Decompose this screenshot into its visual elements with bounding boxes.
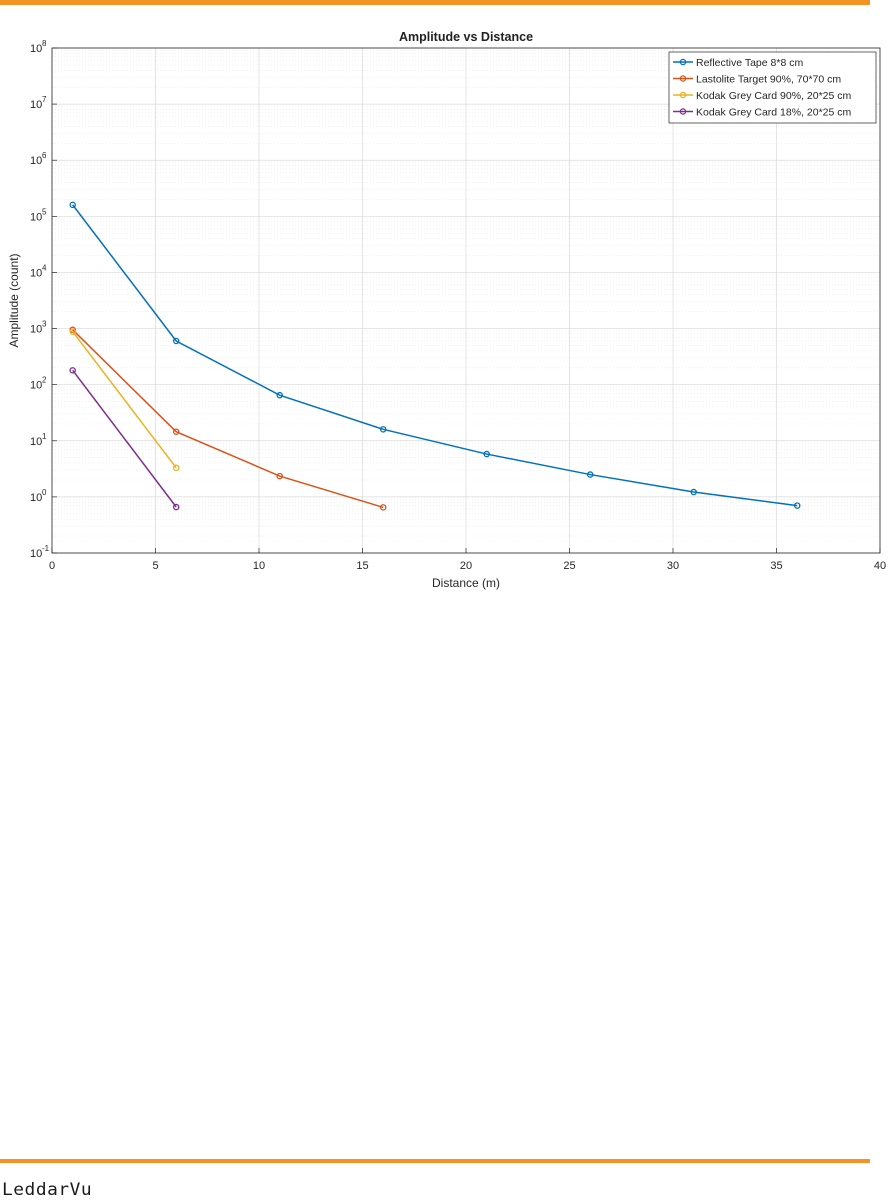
y-tick-label: 10 <box>30 267 42 279</box>
y-tick-label: 10 <box>30 43 42 55</box>
x-tick-label: 5 <box>152 560 158 572</box>
data-point <box>69 367 76 374</box>
y-tick-label: 10 <box>30 436 42 448</box>
footer-accent-bar <box>0 1159 870 1163</box>
x-tick-label: 15 <box>356 560 368 572</box>
series-4 <box>69 367 180 511</box>
legend-label: Kodak Grey Card 18%, 20*25 cm <box>696 107 851 119</box>
data-point <box>172 503 180 511</box>
y-tick-exponent: 7 <box>42 95 47 104</box>
y-tick-exponent: 1 <box>42 432 47 441</box>
y-tick-label: 10 <box>30 492 42 504</box>
y-tick-exponent: 8 <box>42 39 47 48</box>
data-point <box>172 464 180 472</box>
y-tick-label: 10 <box>30 380 42 392</box>
y-tick-exponent: 5 <box>42 207 47 216</box>
x-tick-label: 25 <box>563 560 575 572</box>
x-tick-label: 10 <box>253 560 265 572</box>
legend-item: Kodak Grey Card 18%, 20*25 cm <box>673 107 851 119</box>
y-tick-exponent: 2 <box>42 376 47 385</box>
data-point <box>690 488 697 496</box>
series-line <box>72 331 177 469</box>
data-point <box>172 337 180 345</box>
x-tick-label: 0 <box>49 560 55 572</box>
data-point <box>276 472 283 480</box>
x-axis-ticks: 0 5 10 15 20 25 30 35 40 <box>49 548 886 572</box>
series-layer <box>69 201 801 511</box>
x-tick-label: 35 <box>770 560 782 572</box>
y-tick-exponent: 6 <box>42 151 47 160</box>
y-tick-exponent: 0 <box>42 488 47 497</box>
x-tick-label: 30 <box>667 560 679 572</box>
y-tick-label: 10 <box>30 99 42 111</box>
data-point <box>483 450 490 458</box>
y-tick-exponent: 4 <box>42 263 47 272</box>
legend-box <box>668 51 877 124</box>
header-accent-bar <box>0 0 870 5</box>
chart-title: Amplitude vs Distance <box>399 30 533 44</box>
legend-item: Reflective Tape 8*8 cm <box>673 57 803 69</box>
data-point <box>276 391 283 399</box>
y-axis-label: Amplitude (count) <box>7 253 21 347</box>
data-point <box>69 328 76 335</box>
y-tick-label: 10 <box>30 324 42 336</box>
leddarvu-logo: LeddarVu <box>2 1180 93 1200</box>
legend-item: Lastolite Target 90%, 70*70 cm <box>673 74 841 86</box>
legend-swatch-marker <box>679 75 687 82</box>
data-point <box>793 502 801 509</box>
data-point <box>69 201 76 209</box>
x-axis-label: Distance (m) <box>432 576 500 590</box>
data-point <box>586 471 594 478</box>
y-tick-exponent: -1 <box>42 544 50 553</box>
x-tick-label: 40 <box>874 560 886 572</box>
y-tick-label: 10 <box>30 211 42 223</box>
series-1 <box>69 201 801 509</box>
series-2 <box>69 326 387 511</box>
data-point <box>172 428 180 435</box>
series-line <box>72 204 798 507</box>
y-tick-label: 10 <box>30 548 42 560</box>
amplitude-distance-chart: Amplitude vs Distance 0 5 10 15 20 25 30 35 40 1… <box>7 30 886 590</box>
x-tick-label: 20 <box>460 560 472 572</box>
data-point <box>379 426 387 433</box>
major-grid <box>51 47 881 554</box>
legend-swatch-marker <box>679 91 687 99</box>
legend-label: Lastolite Target 90%, 70*70 cm <box>696 74 841 86</box>
data-point <box>379 504 387 511</box>
legend-item: Kodak Grey Card 90%, 20*25 cm <box>673 90 851 102</box>
y-tick-exponent: 3 <box>42 320 47 329</box>
series-line <box>72 369 177 508</box>
series-line <box>72 329 384 509</box>
legend-swatch-marker <box>679 108 687 115</box>
legend-label: Kodak Grey Card 90%, 20*25 cm <box>696 90 851 102</box>
legend: Reflective Tape 8*8 cm Lastolite Target 9… <box>668 51 877 124</box>
y-tick-label: 10 <box>30 155 42 167</box>
series-3 <box>69 328 180 472</box>
legend-label: Reflective Tape 8*8 cm <box>696 57 803 69</box>
legend-swatch-marker <box>679 58 687 66</box>
